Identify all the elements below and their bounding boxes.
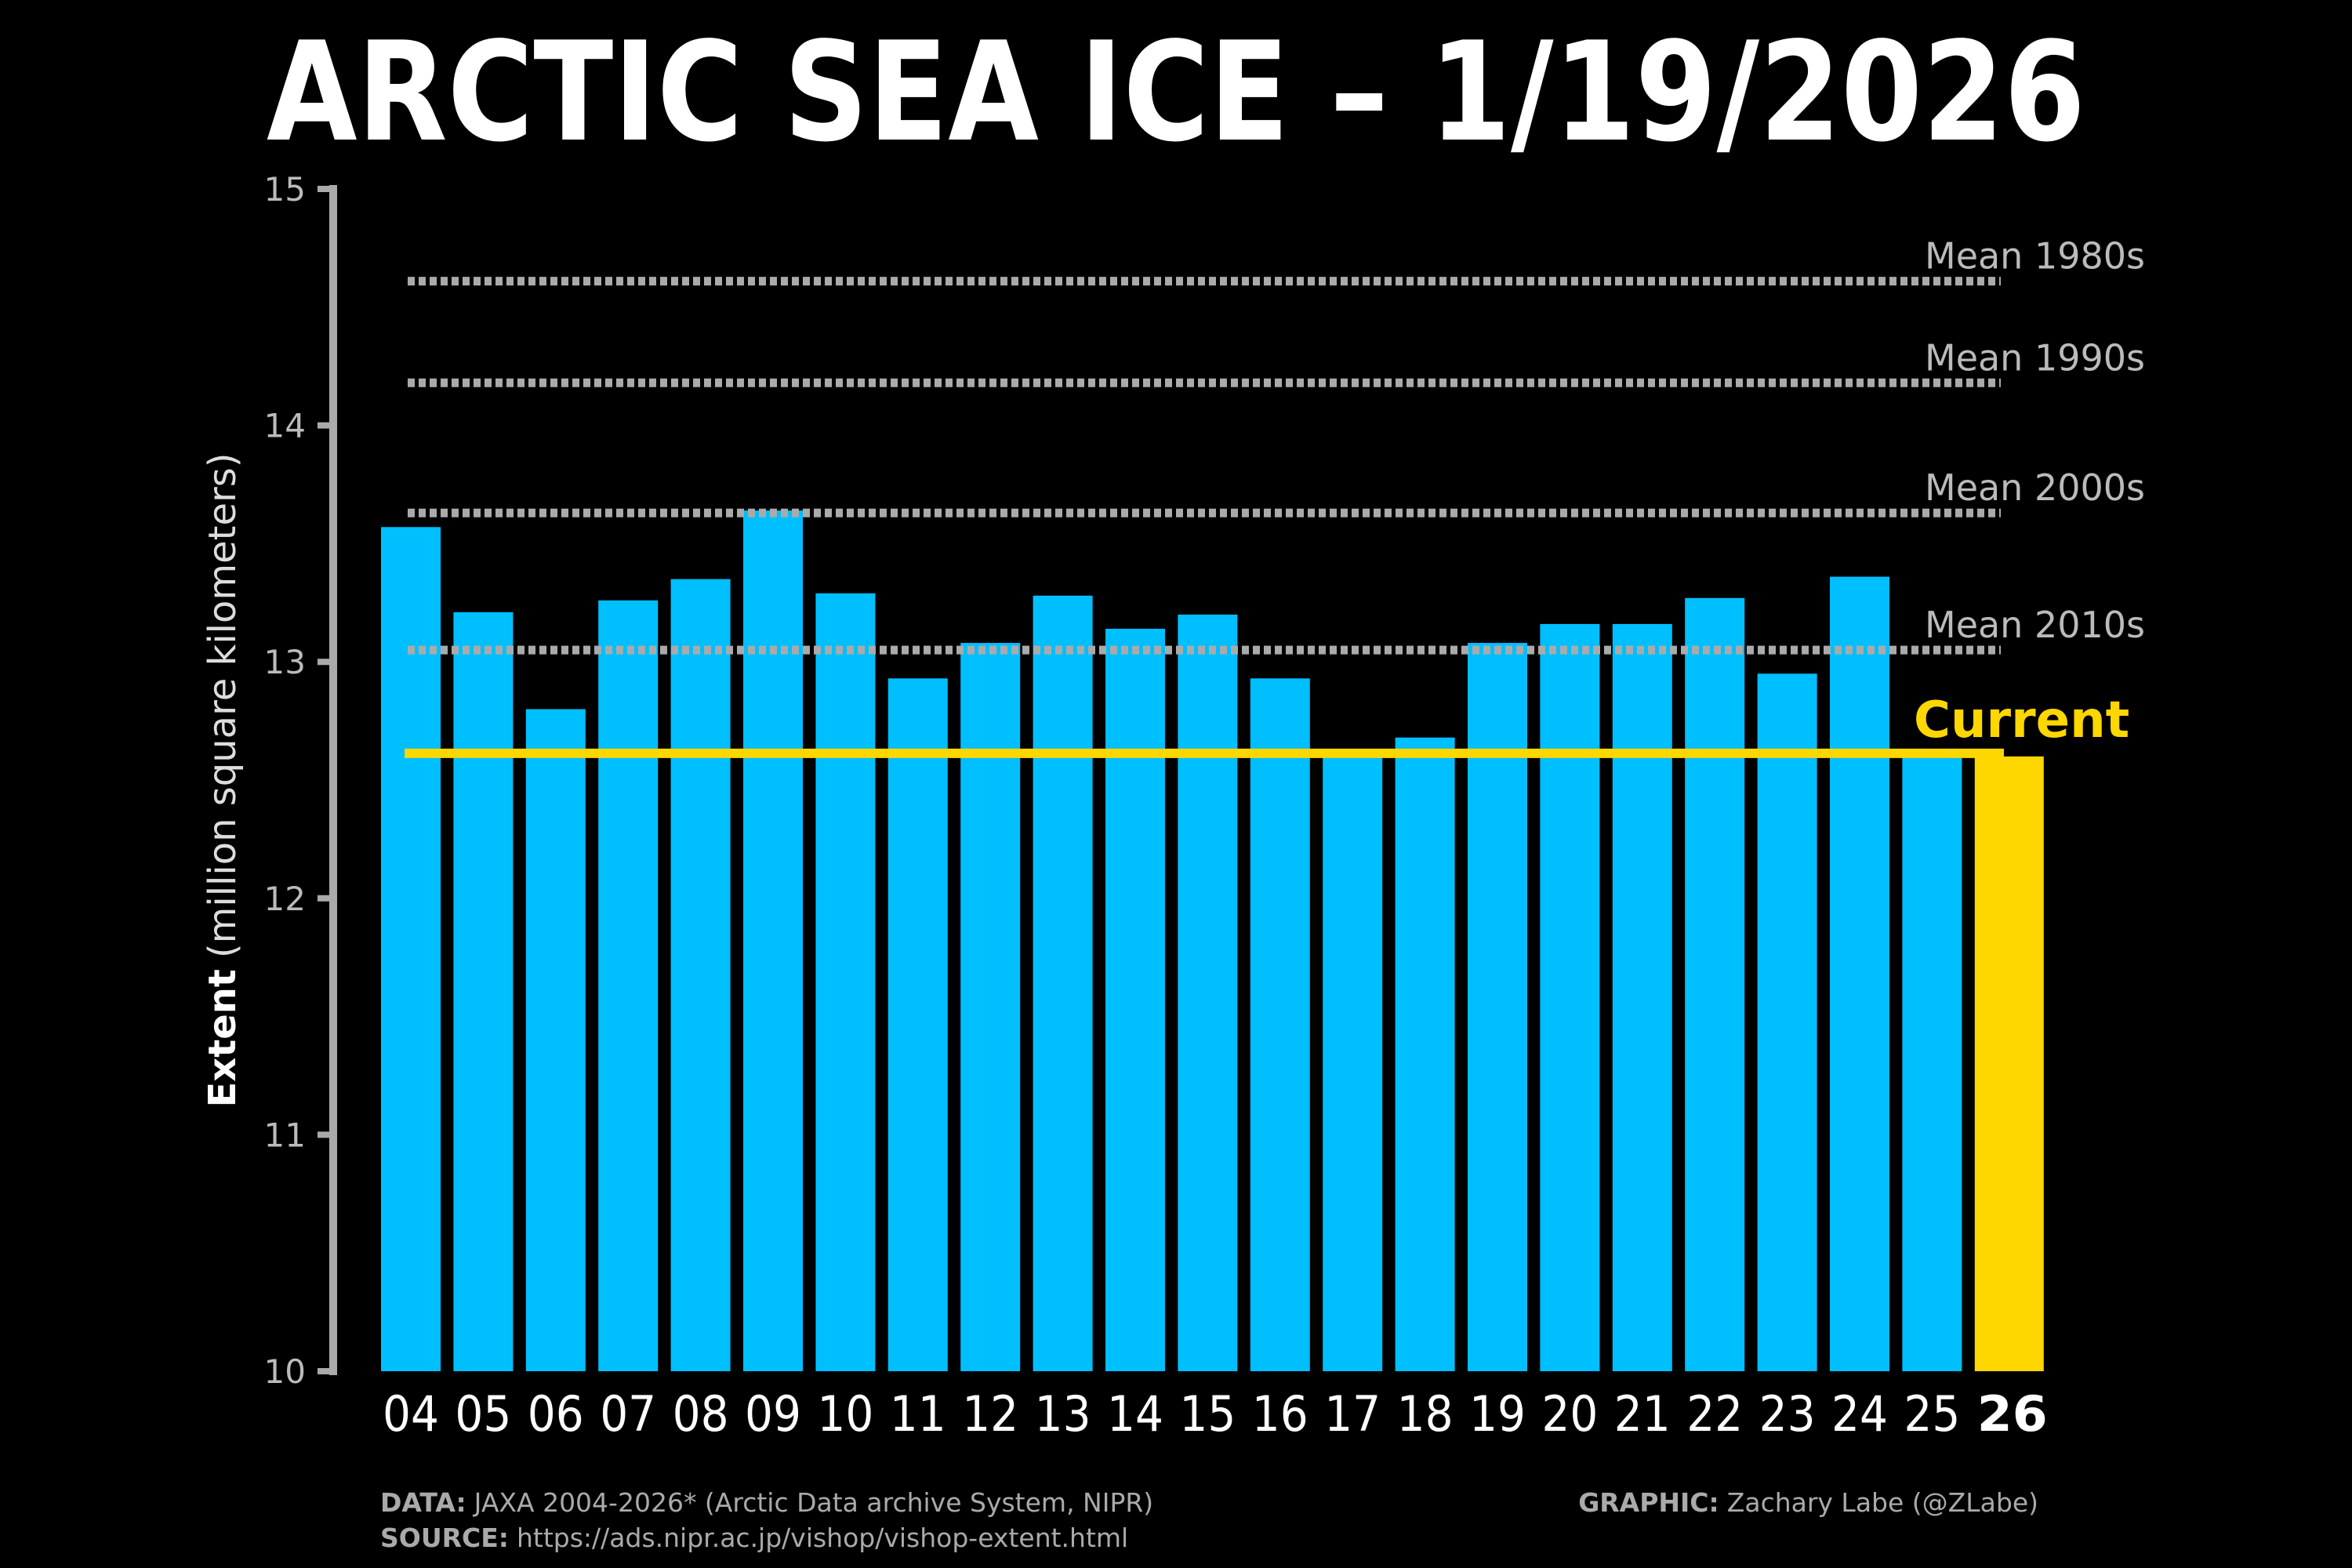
- bar-08: [670, 579, 731, 1371]
- y-tick-label: 10: [264, 1352, 306, 1391]
- y-axis-label-bold: Extent: [201, 969, 245, 1107]
- bar-09: [743, 510, 803, 1371]
- y-tick-label: 15: [264, 170, 306, 209]
- x-tick-label: 22: [1686, 1385, 1743, 1443]
- x-tick-label: 23: [1759, 1385, 1816, 1443]
- x-tick-label: 20: [1541, 1385, 1598, 1443]
- x-tick-label: 21: [1614, 1385, 1671, 1443]
- x-tick-label: 26: [1977, 1385, 2048, 1443]
- bar-06: [525, 709, 586, 1371]
- reference-line-label: Mean 1990s: [1925, 336, 2145, 379]
- bar-24: [1830, 576, 1889, 1371]
- bar-18: [1395, 737, 1455, 1371]
- bar-13: [1033, 595, 1093, 1371]
- x-tick-label: 08: [673, 1385, 729, 1443]
- bar-20: [1540, 623, 1600, 1371]
- x-tick-label: 25: [1904, 1385, 1960, 1443]
- bar-07: [598, 600, 659, 1371]
- y-tick-label: 11: [264, 1116, 306, 1154]
- bar-19: [1468, 643, 1527, 1371]
- reference-line-label: Mean 2010s: [1925, 604, 2145, 646]
- y-tick-label: 13: [264, 643, 306, 681]
- reference-line-label: Mean 1980s: [1925, 235, 2145, 278]
- bar-04: [381, 527, 441, 1371]
- bar-05: [453, 612, 514, 1371]
- x-tick-label: 14: [1107, 1385, 1163, 1443]
- bar-17: [1323, 749, 1383, 1371]
- x-tick-label: 24: [1831, 1385, 1888, 1443]
- bar-14: [1105, 628, 1165, 1371]
- bar-10: [815, 593, 876, 1371]
- x-tick-label: 15: [1179, 1385, 1236, 1443]
- bar-16: [1250, 678, 1310, 1371]
- x-tick-label: 05: [455, 1385, 511, 1443]
- y-axis-label-units: (million square kilometers): [201, 453, 245, 959]
- x-tick-label: 18: [1397, 1385, 1454, 1443]
- x-tick-label: 10: [817, 1385, 873, 1443]
- footer-data: DATA: JAXA 2004-2026* (Arctic Data archiv…: [380, 1487, 1153, 1518]
- x-tick-label: 13: [1035, 1385, 1091, 1443]
- bar-25: [1902, 749, 1962, 1371]
- bar-23: [1757, 673, 1817, 1371]
- y-axis-label: Extent (million square kilometers): [201, 453, 245, 1108]
- footer-graphic: GRAPHIC: Zachary Labe (@ZLabe): [1578, 1487, 2038, 1518]
- x-tick-label: 12: [962, 1385, 1018, 1443]
- reference-line-label: Mean 2000s: [1925, 466, 2145, 509]
- bar-11: [887, 678, 948, 1371]
- footer-source: SOURCE: https://ads.nipr.ac.jp/vishop/vis…: [380, 1523, 1128, 1553]
- x-tick-label: 09: [745, 1385, 801, 1443]
- y-tick-label: 12: [264, 880, 306, 918]
- current-label: Current: [1914, 691, 2129, 750]
- x-tick-label: 17: [1324, 1385, 1381, 1443]
- x-tick-label: 04: [383, 1385, 439, 1443]
- x-tick-label: 11: [890, 1385, 946, 1443]
- x-tick-label: 19: [1469, 1385, 1526, 1443]
- x-tick-label: 16: [1252, 1385, 1308, 1443]
- bar-12: [960, 643, 1021, 1371]
- bar-26: [1974, 756, 2044, 1371]
- bar-22: [1685, 597, 1745, 1371]
- x-tick-label: 06: [528, 1385, 584, 1443]
- bar-21: [1612, 623, 1672, 1371]
- chart-title: ARCTIC SEA ICE – 1/19/2026: [267, 13, 2085, 172]
- x-tick-label: 07: [600, 1385, 656, 1443]
- bar-15: [1178, 614, 1238, 1371]
- y-tick-label: 14: [264, 407, 306, 445]
